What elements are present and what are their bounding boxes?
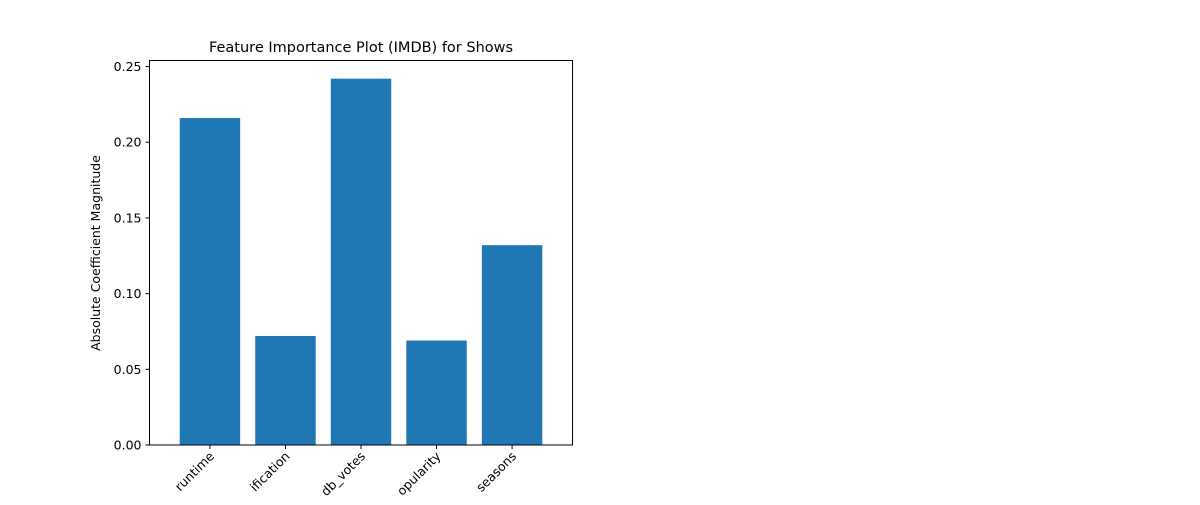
y-tick-label: 0.20 bbox=[114, 135, 142, 150]
x-tick-label: ification bbox=[247, 449, 293, 495]
chart-title: Feature Importance Plot (IMDB) for Shows bbox=[209, 40, 513, 56]
y-axis: 0.00 0.05 0.10 0.15 0.20 0.25 bbox=[114, 59, 150, 453]
bar-runtime bbox=[179, 118, 241, 445]
y-tick-label: 0.05 bbox=[114, 362, 142, 377]
x-tick-label: runtime bbox=[172, 448, 218, 494]
y-tick-label: 0.25 bbox=[114, 59, 142, 74]
bar-seasons bbox=[481, 245, 543, 445]
bar-imdb-votes bbox=[330, 78, 392, 446]
x-tick-label: seasons bbox=[473, 449, 519, 495]
x-tick-label: opularity bbox=[394, 448, 444, 498]
y-axis-label: Absolute Coefficient Magnitude bbox=[88, 155, 103, 351]
x-axis: runtime ification db_votes opularity seasons bbox=[172, 445, 519, 499]
y-tick-label: 0.00 bbox=[114, 438, 142, 453]
y-tick-label: 0.10 bbox=[114, 286, 142, 301]
x-tick-label: db_votes bbox=[318, 449, 368, 499]
bar-age-certification bbox=[255, 336, 316, 445]
bar-tmdb-popularity bbox=[406, 340, 467, 445]
axes-frame bbox=[149, 60, 573, 446]
plot-area bbox=[179, 78, 543, 446]
y-tick-label: 0.15 bbox=[114, 210, 142, 225]
